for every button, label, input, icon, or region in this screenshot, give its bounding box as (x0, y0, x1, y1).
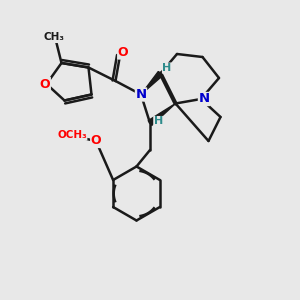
Text: O: O (118, 46, 128, 59)
Text: H: H (163, 63, 172, 73)
Polygon shape (141, 71, 163, 94)
Text: O: O (91, 134, 101, 148)
Text: O: O (40, 77, 50, 91)
Text: H: H (154, 116, 163, 127)
Text: N: N (198, 92, 210, 106)
Polygon shape (148, 103, 175, 125)
Text: N: N (135, 88, 147, 101)
Text: OCH₃: OCH₃ (57, 130, 87, 140)
Text: CH₃: CH₃ (44, 32, 64, 43)
